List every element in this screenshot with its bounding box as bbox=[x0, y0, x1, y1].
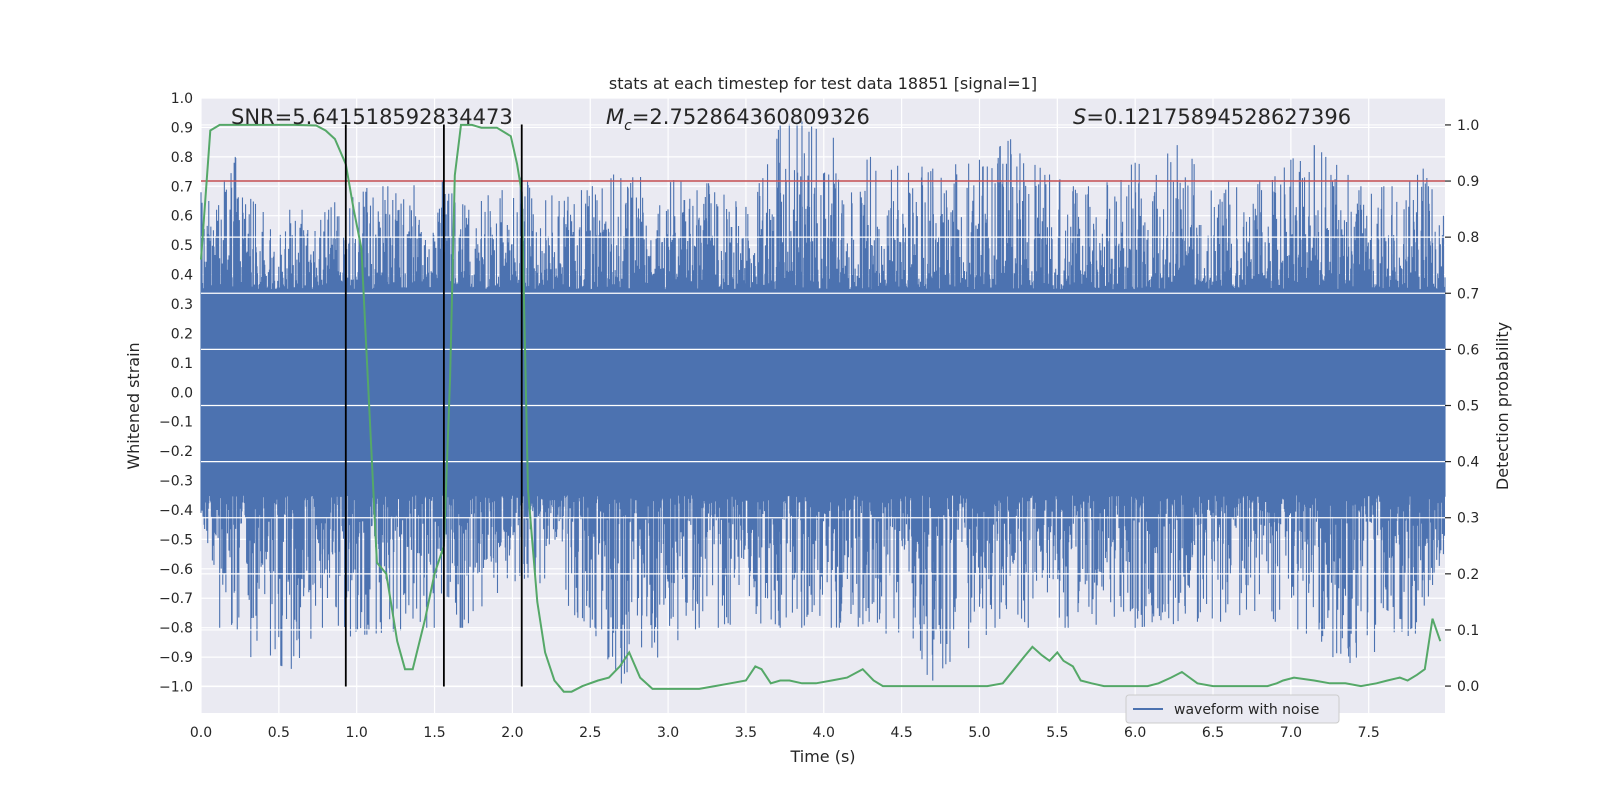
y-right-axis-ticks: 1.0 0.9 0.8 0.7 0.6 0.5 0.4 0.3 0.2 0.1 0.0 bbox=[1445, 118, 1479, 695]
y-right-tick-label: 0.4 bbox=[1457, 455, 1479, 471]
y-left-tick-label: 0.8 bbox=[171, 150, 193, 166]
x-axis-label: Time (s) bbox=[789, 747, 855, 766]
y-right-axis-label: Detection probability bbox=[1493, 322, 1512, 490]
y-left-tick-label: −0.1 bbox=[159, 415, 193, 431]
event-markers bbox=[344, 124, 523, 687]
x-tick-label: 4.5 bbox=[890, 725, 912, 741]
chirp-mass-annotation: Mc=2.752864360809326 bbox=[606, 105, 870, 134]
y-right-tick-label: 0.8 bbox=[1457, 230, 1479, 246]
y-left-tick-label: 0.3 bbox=[171, 297, 193, 313]
chirp-mass-symbol: M bbox=[606, 105, 624, 129]
s-symbol: S bbox=[1073, 105, 1086, 129]
y-right-tick-label: 0.5 bbox=[1457, 399, 1479, 415]
y-left-tick-label: 0.7 bbox=[171, 179, 193, 195]
y-left-tick-label: 0.0 bbox=[171, 385, 193, 401]
y-right-tick-label: 1.0 bbox=[1457, 118, 1479, 134]
x-tick-label: 5.5 bbox=[1046, 725, 1068, 741]
y-left-tick-label: 0.1 bbox=[171, 356, 193, 372]
x-tick-label: 4.0 bbox=[813, 725, 835, 741]
x-tick-label: 7.0 bbox=[1280, 725, 1302, 741]
x-tick-label: 2.0 bbox=[501, 725, 523, 741]
chart-title: stats at each timestep for test data 188… bbox=[609, 74, 1037, 93]
legend-label-waveform: waveform with noise bbox=[1174, 702, 1319, 718]
y-left-tick-label: −0.4 bbox=[159, 503, 193, 519]
x-tick-label: 0.5 bbox=[268, 725, 290, 741]
y-right-tick-label: 0.7 bbox=[1457, 286, 1479, 302]
x-tick-label: 1.0 bbox=[346, 725, 368, 741]
waveform-series bbox=[200, 121, 1446, 684]
y-left-tick-label: 0.9 bbox=[171, 120, 193, 136]
y-left-tick-label: 0.6 bbox=[171, 209, 193, 225]
y-left-tick-label: −0.3 bbox=[159, 474, 193, 490]
snr-annotation: SNR=5.641518592834473 bbox=[231, 105, 513, 129]
x-tick-label: 1.5 bbox=[423, 725, 445, 741]
y-left-tick-label: −0.9 bbox=[159, 650, 193, 666]
x-tick-label: 3.0 bbox=[657, 725, 679, 741]
y-right-tick-label: 0.9 bbox=[1457, 174, 1479, 190]
y-left-tick-label: 1.0 bbox=[171, 91, 193, 107]
x-tick-label: 5.0 bbox=[968, 725, 990, 741]
s-value: =0.12175894528627396 bbox=[1086, 105, 1351, 129]
y-left-axis-ticks: 1.0 0.9 0.8 0.7 0.6 0.5 0.4 0.3 0.2 0.1 0.0 −0.1 −0.… bbox=[159, 91, 193, 696]
y-right-tick-label: 0.0 bbox=[1457, 679, 1479, 695]
y-left-axis-label: Whitened strain bbox=[124, 342, 143, 469]
s-annotation: S=0.12175894528627396 bbox=[1073, 105, 1351, 129]
y-right-tick-label: 0.6 bbox=[1457, 342, 1479, 358]
y-left-tick-label: −0.8 bbox=[159, 621, 193, 637]
y-left-tick-label: 0.2 bbox=[171, 326, 193, 342]
x-axis-ticks: 0.0 0.5 1.0 1.5 2.0 2.5 3.0 3.5 4.0 4.5 5.0 5.5 6.0 6… bbox=[190, 725, 1380, 741]
chirp-mass-value: =2.752864360809326 bbox=[632, 105, 870, 129]
y-right-tick-label: 0.2 bbox=[1457, 567, 1479, 583]
x-tick-label: 6.0 bbox=[1124, 725, 1146, 741]
y-right-tick-label: 0.3 bbox=[1457, 511, 1479, 527]
x-tick-label: 7.5 bbox=[1358, 725, 1380, 741]
x-tick-label: 2.5 bbox=[579, 725, 601, 741]
legend: waveform with noise bbox=[1125, 694, 1340, 724]
y-left-tick-label: 0.4 bbox=[171, 268, 193, 284]
y-left-tick-label: −0.2 bbox=[159, 444, 193, 460]
x-tick-label: 0.0 bbox=[190, 725, 212, 741]
y-left-tick-label: −0.7 bbox=[159, 591, 193, 607]
x-tick-label: 6.5 bbox=[1202, 725, 1224, 741]
legend-box bbox=[1125, 694, 1340, 724]
y-left-tick-label: −0.5 bbox=[159, 532, 193, 548]
chirp-mass-subscript: c bbox=[624, 118, 632, 134]
x-tick-label: 3.5 bbox=[735, 725, 757, 741]
y-left-tick-label: 0.5 bbox=[171, 238, 193, 254]
y-left-tick-label: −0.6 bbox=[159, 562, 193, 578]
y-right-tick-label: 0.1 bbox=[1457, 623, 1479, 639]
y-left-tick-label: −1.0 bbox=[159, 680, 193, 696]
waveform-trace bbox=[200, 121, 1446, 684]
detection-probability-line bbox=[200, 123, 1442, 693]
